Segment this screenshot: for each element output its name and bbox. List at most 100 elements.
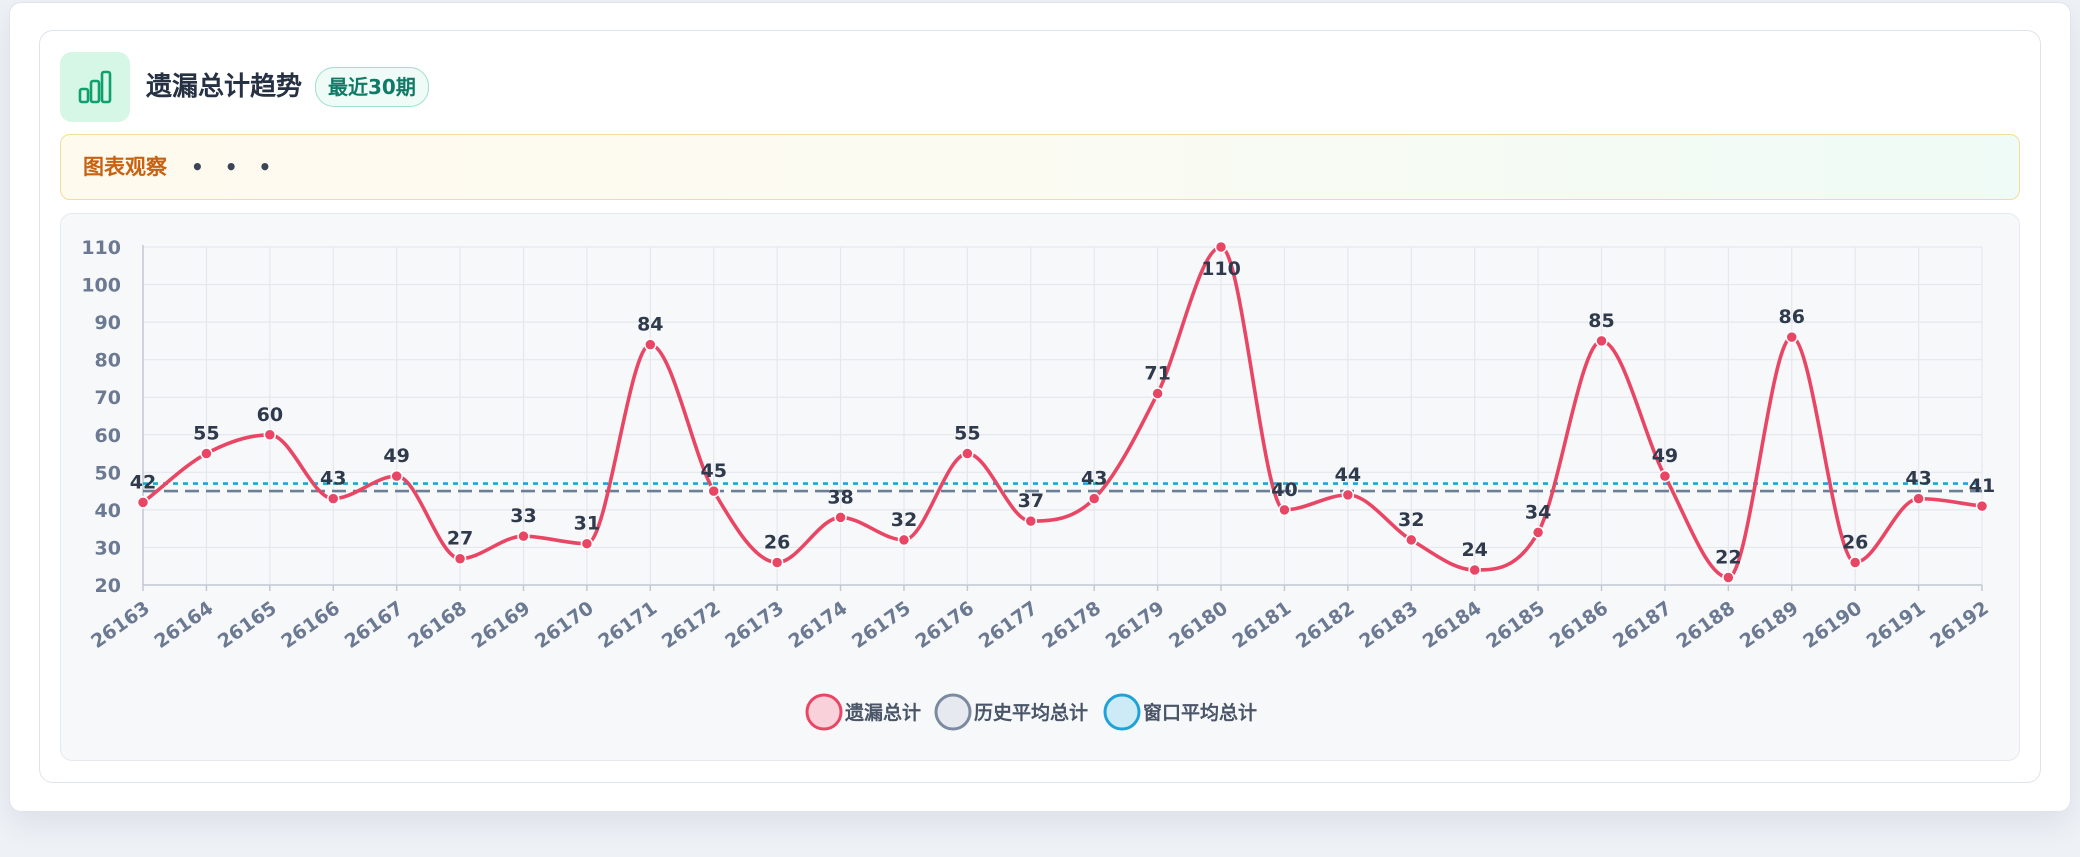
series-line xyxy=(141,245,1983,580)
bar-chart-icon xyxy=(60,52,130,122)
legend-item[interactable]: 遗漏总计 xyxy=(805,693,921,731)
x-tick-label: 26174 xyxy=(785,597,852,653)
x-tick-label: 26182 xyxy=(1292,597,1359,653)
y-tick-label: 100 xyxy=(81,275,121,297)
data-label: 60 xyxy=(257,404,283,426)
x-tick-label: 26176 xyxy=(911,597,978,653)
data-label: 55 xyxy=(954,423,980,445)
x-tick-label: 26166 xyxy=(277,597,344,653)
x-tick-label: 26163 xyxy=(87,597,154,653)
data-point xyxy=(326,492,340,505)
data-point xyxy=(517,529,530,543)
data-point xyxy=(453,552,467,565)
data-label: 43 xyxy=(1905,468,1931,490)
data-label: 44 xyxy=(1335,464,1361,486)
data-point xyxy=(1024,514,1038,528)
legend-marker xyxy=(934,693,972,731)
card-title: 遗漏总计趋势 xyxy=(146,72,303,102)
data-point xyxy=(1785,330,1799,344)
data-point xyxy=(1531,526,1545,539)
x-tick-label: 26179 xyxy=(1102,597,1169,653)
x-tick-label: 26177 xyxy=(975,597,1042,653)
y-tick-label: 60 xyxy=(95,425,121,447)
data-label: 43 xyxy=(1081,468,1107,490)
legend-label: 历史平均总计 xyxy=(974,701,1088,724)
data-point xyxy=(263,428,277,442)
data-point xyxy=(770,556,784,569)
data-label: 32 xyxy=(1398,509,1424,531)
data-label: 49 xyxy=(1652,445,1678,467)
data-label: 45 xyxy=(700,460,726,482)
period-badge: 最近30期 xyxy=(315,67,429,107)
x-tick-label: 26167 xyxy=(341,597,408,653)
data-point xyxy=(580,537,594,550)
data-label: 24 xyxy=(1461,539,1487,561)
data-label: 34 xyxy=(1525,501,1551,523)
y-tick-label: 50 xyxy=(95,462,121,484)
y-tick-label: 90 xyxy=(95,312,121,334)
x-tick-label: 26178 xyxy=(1038,597,1105,653)
data-label: 110 xyxy=(1201,258,1241,280)
data-label: 37 xyxy=(1018,490,1044,512)
data-point xyxy=(707,484,720,498)
data-point xyxy=(1722,571,1735,584)
chart-observation-panel[interactable]: 图表观察 • • • xyxy=(60,134,2020,200)
data-label: 31 xyxy=(574,513,600,535)
legend-item[interactable]: 窗口平均总计 xyxy=(1103,693,1257,731)
x-tick-label: 26180 xyxy=(1165,597,1232,653)
x-tick-label: 26171 xyxy=(594,597,661,653)
y-tick-label: 80 xyxy=(95,350,121,372)
data-point xyxy=(1658,469,1672,483)
x-tick-label: 26184 xyxy=(1419,597,1486,653)
y-tick-label: 40 xyxy=(95,500,121,522)
data-point xyxy=(200,447,213,460)
x-tick-label: 26181 xyxy=(1229,597,1296,653)
x-tick-label: 26169 xyxy=(468,597,535,653)
data-label: 27 xyxy=(447,528,473,550)
data-label: 22 xyxy=(1715,546,1741,568)
data-label: 84 xyxy=(637,314,663,336)
data-point xyxy=(1975,499,1989,513)
data-point xyxy=(1468,563,1481,577)
data-label: 32 xyxy=(891,509,917,531)
chart-panel xyxy=(60,213,2020,761)
observation-dots: • • • xyxy=(191,155,279,179)
y-tick-label: 110 xyxy=(81,237,121,259)
x-tick-label: 26191 xyxy=(1863,597,1930,653)
legend-marker xyxy=(1103,693,1141,731)
data-point xyxy=(1912,492,1925,505)
x-tick-label: 26165 xyxy=(214,597,281,653)
data-label: 55 xyxy=(193,423,219,445)
data-label: 43 xyxy=(320,468,346,490)
x-tick-label: 26173 xyxy=(721,597,788,653)
data-label: 26 xyxy=(1842,531,1868,553)
x-tick-label: 26185 xyxy=(1482,597,1549,653)
data-label: 40 xyxy=(1271,479,1297,501)
x-tick-label: 26190 xyxy=(1799,597,1866,653)
x-tick-label: 26164 xyxy=(151,597,218,653)
y-tick-label: 70 xyxy=(95,387,121,409)
legend-label: 窗口平均总计 xyxy=(1143,701,1257,724)
x-tick-label: 26175 xyxy=(848,597,915,653)
x-tick-label: 26168 xyxy=(404,597,471,653)
data-point xyxy=(897,533,911,547)
data-label: 42 xyxy=(130,471,156,493)
data-point xyxy=(1087,492,1101,505)
data-point xyxy=(1341,488,1355,502)
data-point xyxy=(1848,556,1862,569)
legend-label: 遗漏总计 xyxy=(844,701,921,724)
data-label: 26 xyxy=(764,531,790,553)
legend-item[interactable]: 历史平均总计 xyxy=(934,693,1088,731)
x-tick-label: 26186 xyxy=(1546,597,1613,653)
legend-marker xyxy=(805,693,843,731)
data-point xyxy=(644,338,657,351)
data-label: 71 xyxy=(1144,362,1170,384)
data-point xyxy=(1278,503,1291,517)
x-tick-label: 26170 xyxy=(531,597,598,653)
data-point xyxy=(961,447,974,460)
data-point xyxy=(136,496,150,509)
data-label: 41 xyxy=(1969,475,1995,497)
x-tick-label: 26172 xyxy=(658,597,725,653)
data-point xyxy=(1405,533,1418,547)
